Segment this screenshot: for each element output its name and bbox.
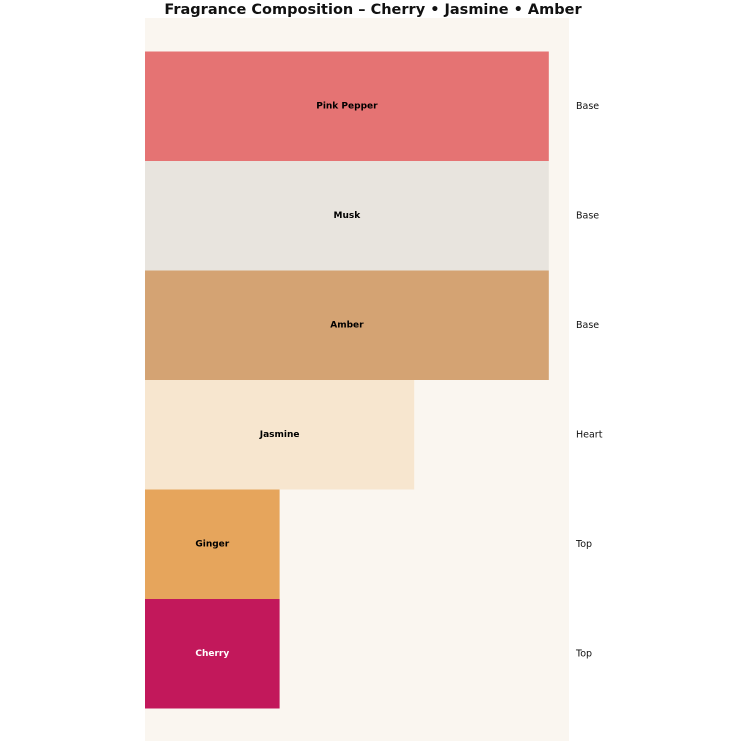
bar-pink-pepper	[145, 51, 549, 161]
chart-title: Fragrance Composition – Cherry • Jasmine…	[164, 2, 582, 18]
bar-musk	[145, 161, 549, 271]
bar-cherry	[145, 599, 280, 709]
bars-group: Pink Pepper Base Musk Base Amber Base Jasmine H…	[145, 51, 603, 709]
tier-label-cherry: Top	[575, 648, 592, 659]
tier-label-jasmine: Heart	[576, 429, 603, 440]
bar-jasmine	[145, 380, 415, 490]
bar-label-cherry: Cherry	[195, 649, 229, 659]
bar-label-musk: Musk	[334, 211, 362, 221]
tier-label-pink-pepper: Base	[576, 101, 599, 112]
tier-label-ginger: Top	[575, 539, 592, 550]
bar-label-amber: Amber	[330, 320, 364, 330]
bar-label-ginger: Ginger	[195, 539, 229, 549]
bar-ginger	[145, 489, 280, 599]
tier-label-musk: Base	[576, 210, 599, 221]
bar-label-pink-pepper: Pink Pepper	[316, 101, 378, 111]
bar-label-jasmine: Jasmine	[259, 430, 300, 440]
bar-amber	[145, 270, 549, 380]
tier-label-amber: Base	[576, 320, 599, 331]
